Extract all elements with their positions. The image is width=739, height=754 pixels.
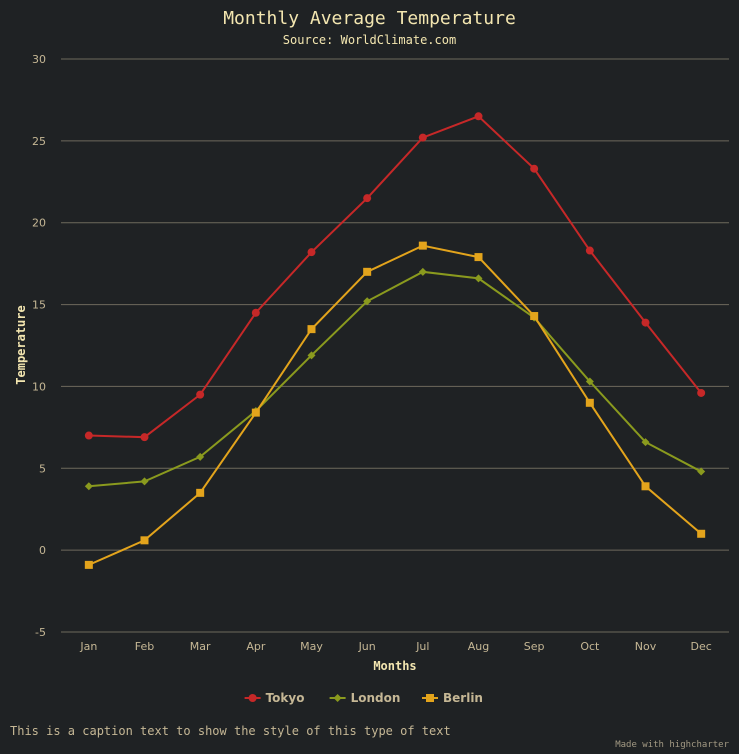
x-axis-ticks: Jan Feb Mar Apr May Jun Jul Aug Sep Oct Nov Dec	[79, 640, 711, 653]
data-point[interactable]	[474, 274, 483, 283]
data-point[interactable]	[585, 398, 594, 407]
legend-label: Tokyo	[266, 691, 305, 705]
x-tick-label: Mar	[190, 640, 211, 653]
data-point[interactable]	[418, 133, 427, 142]
data-point[interactable]	[84, 482, 93, 491]
data-point[interactable]	[140, 433, 149, 442]
grid-lines	[61, 58, 729, 633]
x-tick-label: Sep	[524, 640, 545, 653]
series-group	[84, 112, 706, 569]
data-point[interactable]	[363, 267, 372, 276]
x-tick-label: Aug	[468, 640, 489, 653]
data-point[interactable]	[84, 560, 93, 569]
data-point[interactable]	[84, 431, 93, 440]
y-tick-label: 0	[39, 544, 46, 557]
x-tick-label: Dec	[691, 640, 712, 653]
data-point[interactable]	[585, 377, 594, 386]
data-point[interactable]	[641, 482, 650, 491]
data-point[interactable]	[641, 438, 650, 447]
data-point[interactable]	[363, 297, 372, 306]
legend-label: Berlin	[443, 691, 483, 705]
x-tick-label: Nov	[635, 640, 657, 653]
data-point[interactable]	[697, 467, 706, 476]
data-point[interactable]	[363, 194, 372, 203]
data-point[interactable]	[530, 164, 539, 173]
legend-marker[interactable]	[248, 694, 257, 702]
legend-item-london[interactable]: London	[329, 691, 401, 705]
x-tick-label: Jun	[358, 640, 376, 653]
x-tick-label: Jul	[415, 640, 429, 653]
data-point[interactable]	[641, 318, 650, 327]
y-tick-label: 25	[32, 135, 46, 148]
y-axis-title: Temperature	[14, 305, 28, 384]
data-point[interactable]	[585, 246, 594, 255]
data-point[interactable]	[251, 408, 260, 417]
y-axis-ticks: -5 0 5 10 15 20 25 30	[32, 53, 46, 639]
x-tick-label: Oct	[580, 640, 600, 653]
y-tick-label: 20	[32, 217, 46, 230]
y-tick-label: 5	[39, 462, 46, 475]
data-point[interactable]	[474, 112, 483, 121]
credits[interactable]: Made with highcharter	[615, 740, 729, 750]
legend-label: London	[351, 691, 401, 705]
legend-marker[interactable]	[333, 694, 342, 702]
caption: This is a caption text to show the style…	[10, 724, 451, 738]
x-tick-label: Apr	[246, 640, 266, 653]
legend-marker[interactable]	[426, 694, 434, 702]
x-tick-label: Jan	[79, 640, 97, 653]
series-line[interactable]	[88, 115, 702, 439]
series-line[interactable]	[88, 244, 702, 566]
data-point[interactable]	[140, 536, 149, 545]
legend-item-berlin[interactable]: Berlin	[422, 691, 483, 705]
y-tick-label: 10	[32, 380, 46, 393]
chart-title: Monthly Average Temperature	[223, 8, 516, 29]
data-point[interactable]	[474, 253, 483, 262]
series-tokyo	[84, 112, 706, 442]
data-point[interactable]	[196, 452, 205, 461]
y-tick-label: -5	[35, 626, 46, 639]
series-berlin	[84, 241, 706, 569]
data-point[interactable]	[140, 477, 149, 486]
data-point[interactable]	[196, 488, 205, 497]
series-london	[84, 267, 706, 491]
legend-item-tokyo[interactable]: Tokyo	[244, 691, 305, 705]
data-point[interactable]	[307, 351, 316, 360]
chart-subtitle: Source: WorldClimate.com	[283, 33, 456, 47]
series-line[interactable]	[88, 270, 702, 488]
data-point[interactable]	[307, 325, 316, 334]
data-point[interactable]	[418, 241, 427, 250]
legend: Tokyo London Berlin	[244, 691, 483, 705]
data-point[interactable]	[307, 248, 316, 257]
y-tick-label: 30	[32, 53, 46, 66]
x-axis-title: Months	[373, 659, 416, 673]
data-point[interactable]	[418, 267, 427, 276]
x-tick-label: May	[300, 640, 323, 653]
data-point[interactable]	[196, 390, 205, 399]
data-point[interactable]	[530, 312, 539, 321]
data-point[interactable]	[251, 308, 260, 317]
data-point[interactable]	[697, 529, 706, 538]
x-tick-label: Feb	[135, 640, 154, 653]
y-tick-label: 15	[32, 299, 46, 312]
data-point[interactable]	[697, 388, 706, 397]
